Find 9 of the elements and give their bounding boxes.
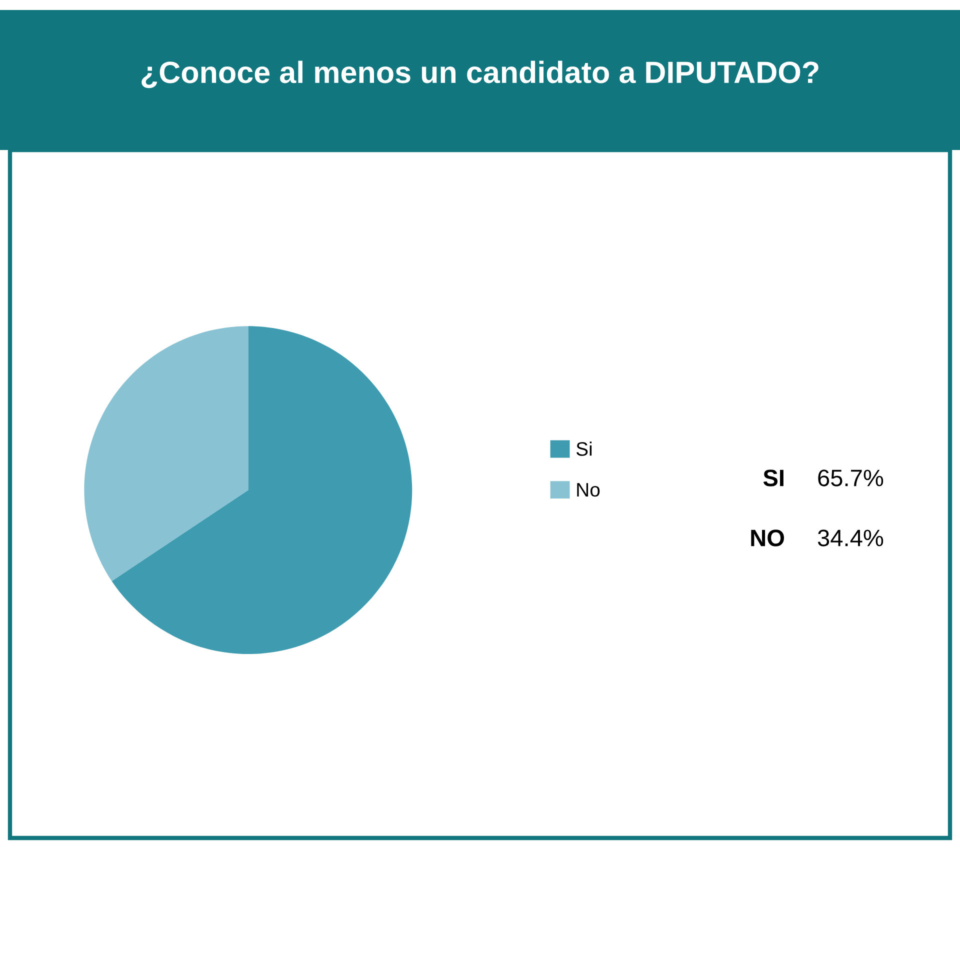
legend-label: Si	[576, 442, 592, 456]
chart-title: ¿Conoce al menos un candidato a DIPUTADO?	[142, 60, 818, 88]
pie-slice	[84, 326, 248, 582]
text: NO	[751, 530, 784, 546]
text: 65.7%	[818, 470, 884, 486]
text: 34.4%	[818, 530, 884, 546]
text: SI	[763, 470, 784, 486]
pie-slice	[112, 326, 412, 654]
legend-label: No	[577, 483, 600, 497]
